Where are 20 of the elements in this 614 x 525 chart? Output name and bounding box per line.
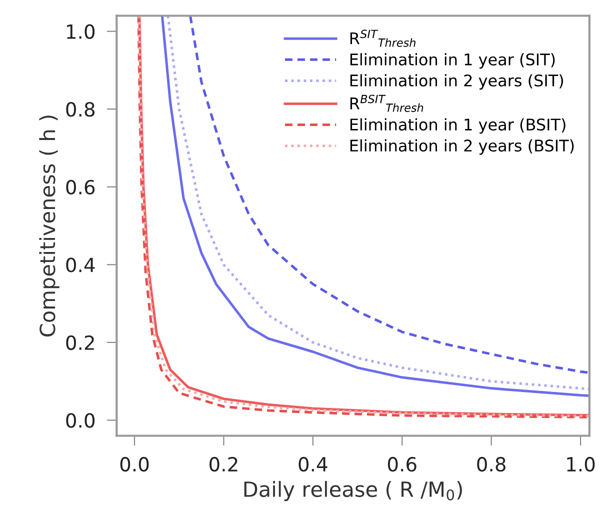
x-axis-title: Daily release ( R /M$_{0}$) [244, 480, 462, 502]
legend-label: Elimination in 2 years (SIT) [350, 74, 564, 90]
x-tick-label: 0.0 [120, 456, 149, 472]
y-tick-label: 1.0 [67, 24, 95, 39]
x-tick-label: 0.8 [477, 456, 506, 472]
legend-label: Elimination in 1 year (BSIT) [350, 118, 566, 134]
y-axis-title: Competitiveness ( h ) [39, 116, 60, 336]
x-tick-label: 0.2 [210, 456, 238, 472]
y-tick-label: 0.4 [66, 258, 95, 272]
y-tick-label: 0.0 [66, 413, 95, 428]
x-tick-label: 0.6 [388, 456, 416, 472]
legend-label: Elimination in 2 years (BSIT) [350, 139, 574, 155]
y-tick-label: 0.6 [66, 180, 95, 195]
legend-label: R$^{SIT}$$_{Thresh}$ [350, 30, 416, 47]
y-tick-label: 0.2 [66, 335, 94, 350]
legend-label: R$^{BSIT}$$_{Thresh}$ [350, 94, 424, 112]
x-tick-label: 1.0 [567, 456, 595, 472]
x-tick-label: 0.4 [298, 456, 328, 472]
y-tick-label: 0.8 [66, 102, 94, 117]
legend-label: Elimination in 1 year (SIT) [350, 53, 555, 69]
